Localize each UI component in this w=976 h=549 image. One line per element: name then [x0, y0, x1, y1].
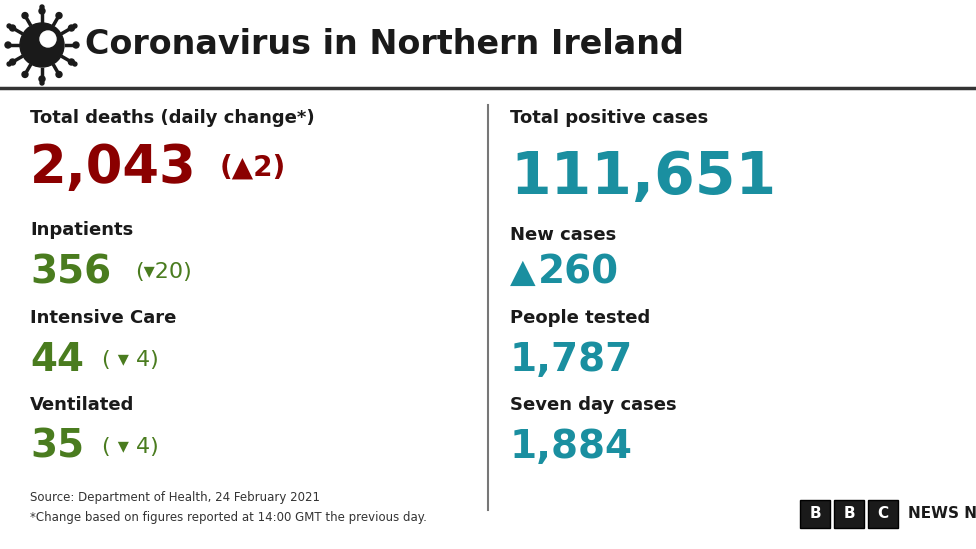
Text: B: B: [809, 507, 821, 522]
Circle shape: [73, 62, 77, 66]
Text: Total positive cases: Total positive cases: [510, 109, 709, 127]
Circle shape: [10, 25, 16, 31]
Text: New cases: New cases: [510, 226, 616, 244]
Text: (▲2): (▲2): [220, 154, 286, 182]
FancyBboxPatch shape: [868, 500, 898, 528]
Text: Inpatients: Inpatients: [30, 221, 134, 239]
Circle shape: [5, 42, 11, 48]
Circle shape: [7, 62, 11, 66]
Text: *Change based on figures reported at 14:00 GMT the previous day.: *Change based on figures reported at 14:…: [30, 512, 427, 524]
Text: 1,884: 1,884: [510, 428, 633, 466]
Circle shape: [20, 23, 64, 67]
Text: Intensive Care: Intensive Care: [30, 309, 177, 327]
Text: ( ▾ 4): ( ▾ 4): [102, 437, 159, 457]
Text: (▾20): (▾20): [135, 262, 191, 282]
Circle shape: [22, 13, 28, 19]
Circle shape: [73, 24, 77, 28]
Circle shape: [7, 24, 11, 28]
Circle shape: [10, 59, 16, 65]
Circle shape: [39, 76, 45, 82]
Text: Source: Department of Health, 24 February 2021: Source: Department of Health, 24 Februar…: [30, 491, 320, 505]
Circle shape: [40, 31, 56, 47]
Text: 1,787: 1,787: [510, 341, 633, 379]
Text: Total deaths (daily change*): Total deaths (daily change*): [30, 109, 314, 127]
Circle shape: [40, 5, 44, 9]
Text: 260: 260: [538, 253, 619, 291]
Text: ( ▾ 4): ( ▾ 4): [102, 350, 159, 370]
Circle shape: [73, 42, 79, 48]
Text: B: B: [843, 507, 855, 522]
Text: ▲: ▲: [510, 255, 536, 289]
Text: People tested: People tested: [510, 309, 650, 327]
Circle shape: [39, 8, 45, 14]
Circle shape: [56, 13, 62, 19]
Text: Seven day cases: Seven day cases: [510, 396, 676, 414]
Text: 35: 35: [30, 428, 84, 466]
Text: Coronavirus in Northern Ireland: Coronavirus in Northern Ireland: [85, 29, 684, 61]
Text: C: C: [877, 507, 888, 522]
Text: Ventilated: Ventilated: [30, 396, 135, 414]
FancyBboxPatch shape: [800, 500, 830, 528]
Text: 44: 44: [30, 341, 84, 379]
Circle shape: [40, 81, 44, 85]
FancyBboxPatch shape: [834, 500, 864, 528]
Circle shape: [22, 71, 28, 77]
Text: 356: 356: [30, 253, 111, 291]
Text: NEWS NI: NEWS NI: [908, 507, 976, 522]
Circle shape: [68, 25, 74, 31]
Text: 2,043: 2,043: [30, 142, 197, 194]
Circle shape: [56, 71, 62, 77]
Circle shape: [68, 59, 74, 65]
Text: 111,651: 111,651: [510, 149, 776, 206]
